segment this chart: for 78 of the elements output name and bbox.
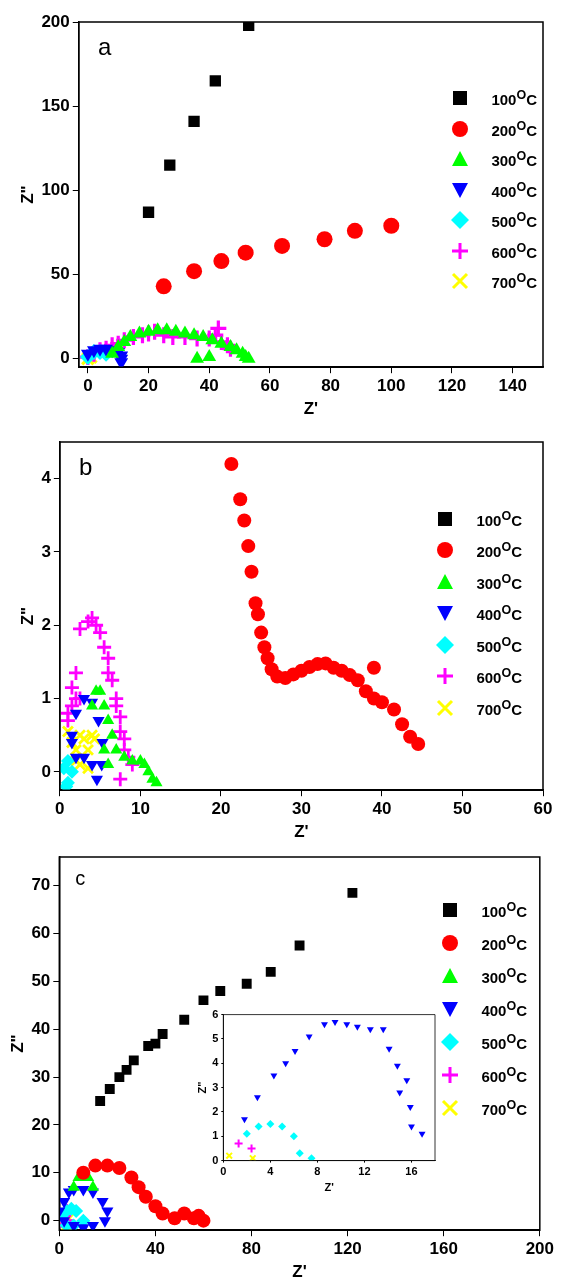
x-tick-label: 50 — [453, 799, 472, 819]
y-tick-label: 0 — [212, 1153, 219, 1166]
y-tick-label: 150 — [41, 95, 70, 115]
y-tick-label: 0 — [40, 1210, 51, 1230]
y-axis-title: Z" — [7, 1034, 27, 1053]
y-tick-label: 2 — [212, 1104, 219, 1117]
y-tick-label: 4 — [41, 468, 52, 488]
legend-label: 500$^{O}$C — [481, 1031, 527, 1052]
x-tick-label: 100 — [377, 376, 406, 396]
x-tick-label: 40 — [372, 799, 392, 819]
x-tick-label: 40 — [145, 1239, 165, 1259]
annotation: b — [79, 453, 93, 481]
x-tick-label: 0 — [220, 1165, 227, 1178]
y-tick-label: 50 — [50, 264, 70, 284]
y-tick-label: 6 — [212, 1007, 219, 1020]
y-tick-label: 50 — [31, 971, 51, 991]
x-tick-label: 10 — [130, 799, 150, 819]
y-axis-title: Z" — [195, 1081, 208, 1094]
legend-label: 100$^{O}$C — [476, 508, 522, 529]
x-tick-label: 12 — [358, 1165, 371, 1178]
legend-label: 300$^{O}$C — [476, 571, 522, 592]
legend-label: 200$^{O}$C — [476, 540, 522, 561]
legend-label: 400$^{O}$C — [481, 998, 527, 1019]
legend-label: 100$^{O}$C — [491, 88, 537, 109]
x-axis-title: Z' — [292, 1262, 307, 1282]
legend-label: 400$^{O}$C — [476, 603, 522, 624]
legend-label: 700$^{O}$C — [476, 697, 522, 718]
x-tick-label: 30 — [291, 799, 311, 819]
legend-label: 500$^{O}$C — [476, 634, 522, 655]
x-tick-label: 60 — [533, 799, 553, 819]
annotation: c — [75, 866, 86, 889]
legend-label: 500$^{O}$C — [491, 210, 537, 231]
legend-label: 200$^{O}$C — [491, 118, 537, 139]
y-tick-label: 0 — [41, 761, 51, 781]
x-tick-label: 60 — [260, 376, 280, 396]
legend-label: 100$^{O}$C — [481, 899, 527, 920]
x-tick-label: 160 — [429, 1239, 458, 1259]
x-tick-label: 20 — [139, 376, 159, 396]
legend-label: 400$^{O}$C — [491, 179, 537, 200]
legend-label: 600$^{O}$C — [481, 1064, 527, 1085]
y-tick-label: 2 — [41, 614, 51, 634]
legend-label: 300$^{O}$C — [481, 965, 527, 986]
x-tick-label: 16 — [405, 1165, 418, 1178]
x-axis-title: Z' — [324, 1181, 335, 1194]
x-tick-label: 80 — [242, 1239, 261, 1259]
y-tick-label: 40 — [31, 1018, 51, 1038]
y-axis-title: Z" — [17, 185, 37, 204]
y-tick-label: 30 — [31, 1066, 51, 1086]
y-tick-label: 5 — [212, 1031, 219, 1044]
x-tick-label: 0 — [83, 376, 93, 396]
y-tick-label: 1 — [41, 688, 51, 708]
x-tick-label: 8 — [314, 1165, 321, 1178]
y-tick-label: 3 — [212, 1080, 219, 1093]
x-tick-label: 4 — [267, 1165, 275, 1178]
legend-label: 600$^{O}$C — [491, 240, 537, 261]
x-axis-title: Z' — [303, 399, 319, 419]
y-tick-label: 0 — [60, 348, 70, 368]
y-tick-label: 3 — [41, 541, 51, 561]
x-tick-label: 120 — [333, 1239, 362, 1259]
y-tick-label: 200 — [41, 11, 70, 31]
legend-label: 600$^{O}$C — [476, 666, 522, 687]
x-tick-label: 140 — [498, 376, 527, 396]
x-axis-title: Z' — [294, 822, 309, 842]
x-tick-label: 200 — [525, 1239, 555, 1259]
annotation: a — [97, 33, 112, 61]
x-tick-label: 120 — [437, 376, 467, 396]
y-tick-label: 70 — [31, 875, 51, 895]
legend-label: 700$^{O}$C — [481, 1097, 527, 1118]
y-tick-label: 4 — [212, 1056, 220, 1069]
y-axis-title: Z" — [17, 606, 37, 626]
y-tick-label: 100 — [41, 180, 70, 200]
legend-label: 200$^{O}$C — [481, 932, 527, 953]
x-tick-label: 80 — [321, 376, 341, 396]
y-tick-label: 1 — [212, 1129, 219, 1142]
y-tick-label: 60 — [31, 923, 51, 943]
legend-label: 300$^{O}$C — [491, 149, 537, 170]
legend-label: 700$^{O}$C — [491, 271, 537, 292]
y-tick-label: 20 — [31, 1114, 51, 1134]
